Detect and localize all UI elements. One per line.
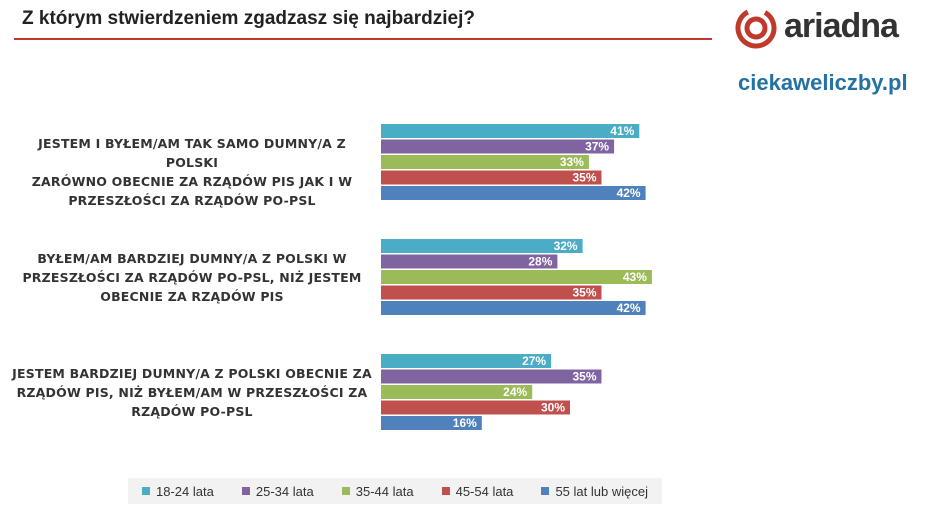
ariadna-logo-text: ariadna [784,7,899,45]
ariadna-logo: ariadna [734,6,934,50]
bar-1-5 [381,186,646,200]
bar-3-3 [381,385,533,399]
category-label-line: OBECNIE ZA RZĄDÓW PIS [100,289,284,304]
data-label-2-5: 42% [617,301,641,315]
data-label-3-2: 35% [572,370,596,384]
category-label-line: PRZESZŁOŚCI ZA RZĄDÓW PO-PSL [68,193,316,208]
bar-2-5 [381,301,646,315]
data-label-1-3: 33% [560,155,584,169]
data-label-1-4: 35% [572,171,596,185]
legend-item-55-plus: 55 lat lub więcej [541,484,648,499]
bar-1-1 [381,124,640,138]
data-label-1-2: 37% [585,140,609,154]
legend-swatch [341,487,350,495]
data-label-1-5: 42% [617,186,641,200]
legend-item-18-24: 18-24 lata [142,484,214,499]
bar-2-2 [381,254,558,269]
data-label-3-3: 24% [503,385,527,399]
legend-label: 18-24 lata [156,483,214,499]
data-label-3-5: 16% [453,416,477,430]
legend-label: 45-54 lata [455,483,514,499]
ariadna-logo-icon [735,7,777,49]
legend-swatch [142,487,151,495]
bar-2-3 [381,270,652,284]
legend-item-45-54: 45-54 lata [441,483,514,499]
legend-label: 25-34 lata [255,483,314,499]
title-divider [14,38,712,40]
bar-3-4 [381,400,570,415]
bar-1-2 [381,139,615,154]
category-label-2: BYŁEM/AM BARDZIEJ DUMNY/A Z POLSKI W PRZ… [12,249,372,306]
bar-1-3 [381,155,589,169]
category-label-3: JESTEM BARDZIEJ DUMNY/A Z POLSKI OBECNIE… [12,364,372,421]
data-label-3-4: 30% [541,401,565,415]
legend-label: 55 lat lub więcej [555,483,648,499]
legend-item-25-34: 25-34 lata [241,483,314,499]
data-label-2-4: 35% [572,286,596,300]
legend-swatch [441,487,450,495]
data-label-3-1: 27% [522,354,546,368]
category-label-line: JESTEM I BYŁEM/AM TAK SAMO DUMNY/A Z POL… [38,136,346,170]
category-label-line: ZARÓWNO OBECNIE ZA RZĄDÓW PIS JAK I W [31,174,353,189]
category-label-line: JESTEM BARDZIEJ DUMNY/A Z POLSKI OBECNIE… [12,366,372,381]
bar-2-4 [381,285,602,300]
data-label-2-1: 32% [554,239,578,253]
page-title: Z którym stwierdzeniem zgadzasz się najb… [22,8,475,29]
bar-1-4 [381,170,602,185]
data-label-1-1: 41% [610,124,634,138]
bar-2-1 [381,239,583,253]
data-label-2-3: 43% [623,270,647,284]
category-label-line: RZĄDÓW PIS, NIŻ BYŁEM/AM W PRZESZŁOŚCI Z… [16,385,368,400]
data-label-2-2: 28% [528,255,552,269]
bar-3-2 [381,369,602,384]
legend-label: 35-44 lata [355,483,414,499]
bar-3-5 [381,416,482,430]
bar-3-1 [381,354,552,368]
site-url: ciekaweliczby.pl [738,70,908,95]
chart-legend: 18-24 lata 25-34 lata 35-44 lata 45-54 l… [128,478,662,504]
category-label-line: BYŁEM/AM BARDZIEJ DUMNY/A Z POLSKI W [37,251,347,266]
category-label-1: JESTEM I BYŁEM/AM TAK SAMO DUMNY/A Z POL… [12,134,372,210]
category-label-line: PRZESZŁOŚCI ZA RZĄDÓW PO-PSL, NIŻ JESTEM [22,270,362,285]
legend-item-35-44: 35-44 lata [341,483,414,499]
legend-swatch [241,487,250,495]
legend-swatch [541,487,550,495]
category-label-line: RZĄDÓW PO-PSL [131,404,253,419]
